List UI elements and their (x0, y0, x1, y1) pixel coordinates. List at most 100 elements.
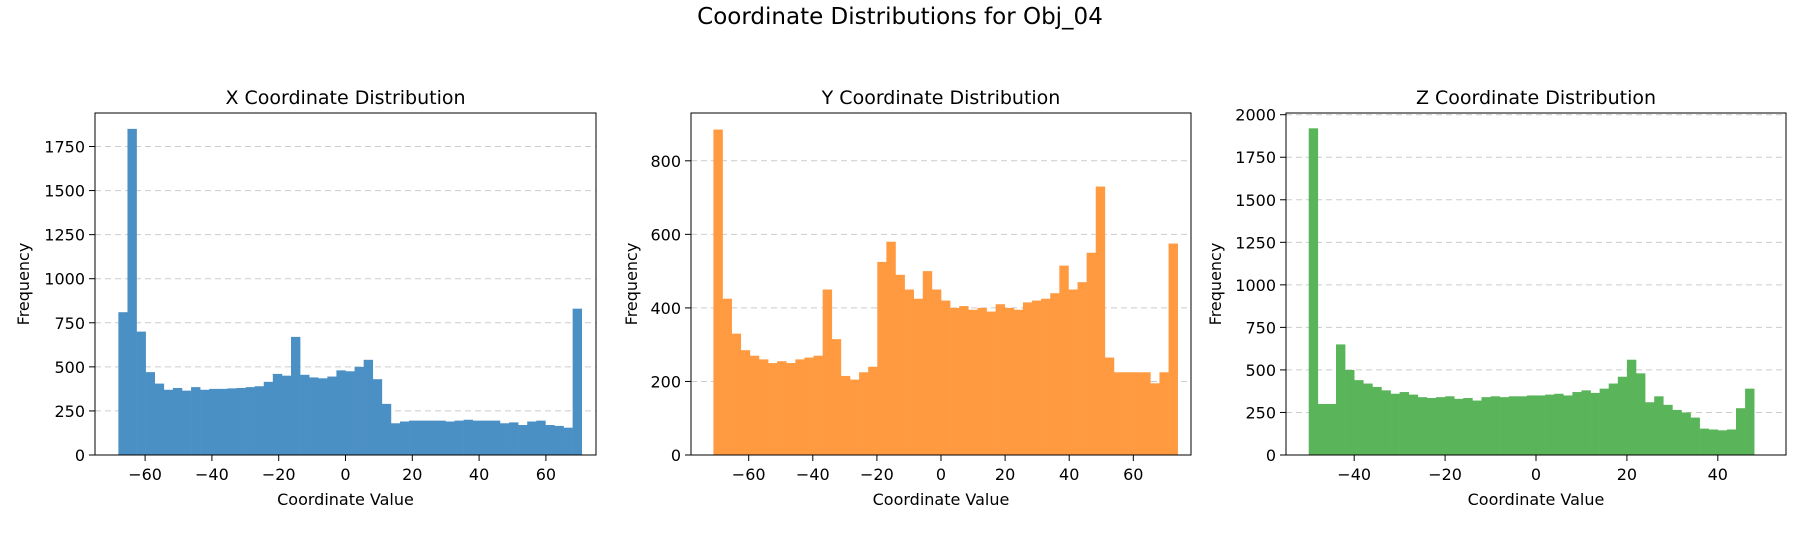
histogram-bar (272, 373, 283, 455)
histogram-bar (1077, 282, 1087, 455)
x-tick-label: 20 (402, 465, 422, 484)
histogram-bar (445, 421, 455, 455)
histogram-bar (281, 375, 292, 455)
histogram-bar (722, 298, 732, 455)
y-tick-label: 1500 (1235, 191, 1276, 210)
histogram-bar (968, 309, 978, 455)
histogram-bar (218, 388, 228, 455)
x-tick-label: 0 (936, 465, 946, 484)
histogram-bar (1345, 369, 1355, 455)
x-tick-label: 20 (995, 465, 1015, 484)
histogram-bar (1608, 383, 1619, 455)
histogram-bar (749, 355, 760, 455)
histogram-bar (1454, 398, 1464, 455)
histogram-bar (822, 289, 833, 455)
histogram-bar (904, 289, 914, 455)
histogram-bar (1545, 394, 1555, 455)
histogram-bar (481, 420, 492, 455)
histogram-bar (931, 289, 942, 455)
histogram-bar (499, 423, 510, 455)
histogram-bar (758, 359, 769, 455)
histogram-bar (300, 374, 310, 455)
histogram-bar (327, 376, 337, 455)
histogram-bar (209, 388, 219, 455)
histogram-bar (436, 420, 446, 455)
histogram-bar (1517, 396, 1528, 455)
histogram-bar (1590, 392, 1600, 455)
histogram-bar (1699, 428, 1710, 455)
x-tick-label: 60 (1123, 465, 1143, 484)
chart-panel-1: −60 −40 −20 0 20 40 60 0 250 500 750 1000 1250 1500 17… (14, 87, 597, 509)
y-tick-label: 800 (650, 152, 681, 171)
histogram-bar (941, 300, 951, 455)
histogram-bar (1354, 380, 1364, 455)
histogram-bar (1672, 409, 1682, 455)
histogram-bar (1745, 388, 1755, 455)
histogram-bar (977, 307, 987, 455)
x-tick-label: −20 (1428, 465, 1462, 484)
histogram-bar (1490, 396, 1500, 455)
histogram-bar (1336, 344, 1346, 455)
histogram-bar (418, 420, 428, 455)
x-tick-label: −20 (860, 465, 894, 484)
histogram-bar (1032, 300, 1042, 455)
histogram-bar (1372, 386, 1382, 455)
figure-title: Coordinate Distributions for Obj_04 (697, 4, 1103, 30)
y-tick-label: 1250 (1235, 233, 1276, 252)
histogram-bar (1317, 403, 1328, 455)
histogram-bar (1123, 372, 1133, 455)
histogram-bar (1681, 412, 1691, 455)
histogram-bar (191, 387, 201, 455)
histogram-bar (777, 361, 787, 455)
histogram-bar (1617, 376, 1628, 455)
histogram-bar (1554, 393, 1564, 455)
histogram-bar (1326, 403, 1337, 455)
histogram-bar (181, 390, 192, 455)
y-axis-label: Frequency (1206, 243, 1225, 326)
histogram-bar (1654, 396, 1664, 455)
histogram-bar (1059, 265, 1069, 455)
histogram-bar (795, 359, 805, 455)
chart-title: Y Coordinate Distribution (821, 87, 1061, 109)
y-tick-label: 0 (671, 446, 681, 465)
histogram-bar (1417, 397, 1428, 455)
histogram-bar (1086, 252, 1097, 455)
x-axis-label: Coordinate Value (277, 490, 414, 509)
y-tick-label: 1750 (1235, 148, 1276, 167)
histogram-bar (472, 420, 483, 455)
histogram-bar (227, 388, 237, 455)
histogram-bar (1041, 298, 1051, 455)
histogram-bar (536, 420, 546, 455)
x-tick-label: 20 (1617, 465, 1637, 484)
chart-title: Z Coordinate Distribution (1416, 87, 1656, 109)
histogram-bar (336, 370, 346, 455)
histogram-bar (1363, 383, 1373, 455)
x-tick-label: 40 (1708, 465, 1728, 484)
histogram-bar (518, 425, 528, 455)
histogram-bar (309, 377, 319, 455)
histogram-bar (381, 403, 392, 455)
histogram-bar (154, 383, 165, 455)
histogram-bar (786, 363, 796, 455)
histogram-bar (390, 423, 401, 455)
histogram-bar (1472, 400, 1482, 455)
y-tick-label: 250 (1245, 403, 1276, 422)
y-tick-label: 400 (650, 299, 681, 318)
histogram-bar (172, 388, 183, 455)
histogram-bar (1572, 392, 1582, 455)
x-tick-label: −40 (1337, 465, 1371, 484)
histogram-bar (859, 372, 869, 455)
histogram-bar (1599, 388, 1610, 455)
histogram-bar (1399, 392, 1410, 455)
y-tick-label: 1000 (1235, 276, 1276, 295)
histogram-bar (1013, 309, 1024, 455)
histogram-bar (563, 427, 573, 455)
histogram-bar (895, 274, 905, 455)
histogram-bar (1708, 429, 1719, 455)
histogram-bar (1690, 417, 1700, 455)
histogram-bar (318, 378, 328, 455)
histogram-bar (1626, 359, 1637, 455)
histogram-bar (840, 375, 851, 455)
